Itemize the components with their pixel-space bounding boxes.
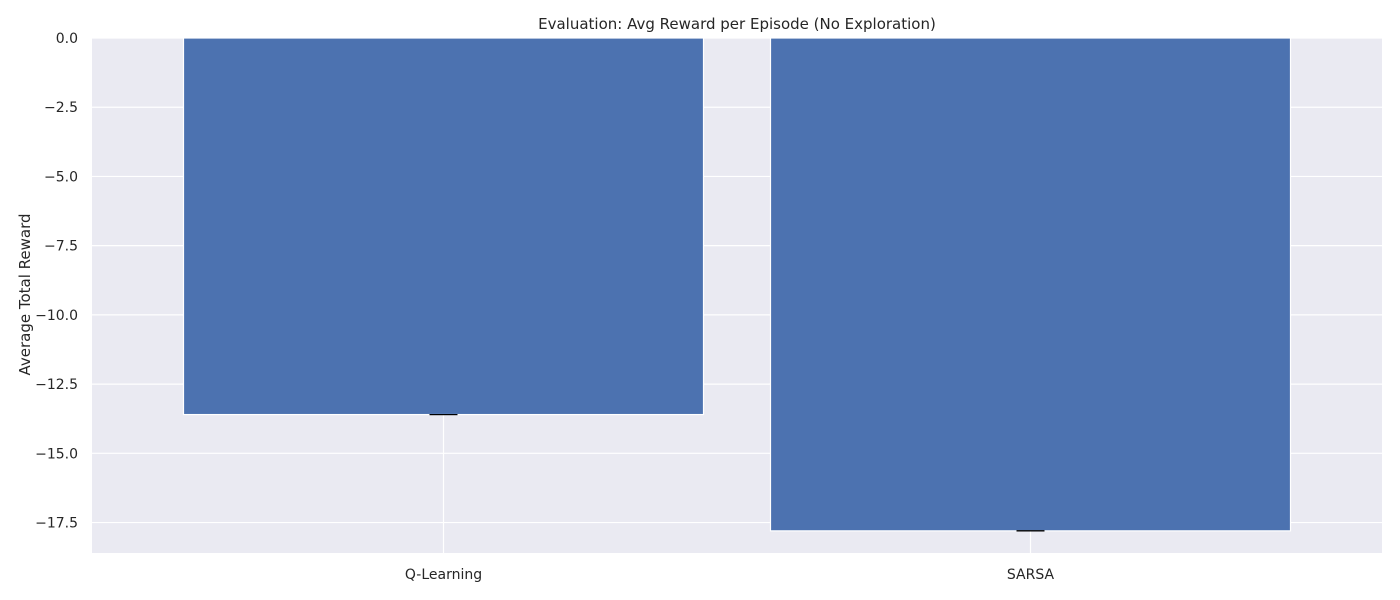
error-bars (429, 413, 1045, 532)
y-tick-label: −12.5 (35, 377, 78, 393)
y-tick-label: −5.0 (44, 169, 78, 185)
y-axis-label: Average Total Reward (16, 213, 34, 375)
y-tick-label: −10.0 (35, 308, 78, 324)
bar-sarsa (769, 37, 1292, 532)
y-tick-label: −17.5 (35, 516, 78, 532)
y-tick-label: −7.5 (44, 239, 78, 255)
chart-title: Evaluation: Avg Reward per Episode (No E… (538, 15, 936, 33)
x-tick-label: Q-Learning (405, 567, 482, 583)
x-axis-ticks: Q-Learning SARSA (405, 567, 1055, 583)
y-tick-label: −2.5 (44, 100, 78, 116)
bar-q-learning (182, 37, 705, 416)
y-tick-label: −15.0 (35, 446, 78, 462)
y-tick-label: 0.0 (56, 31, 78, 47)
y-axis-ticks: 0.0 −2.5 −5.0 −7.5 −10.0 −12.5 −15.0 −17.5 (35, 31, 78, 532)
x-tick-label: SARSA (1007, 567, 1055, 583)
bars (182, 37, 1292, 532)
